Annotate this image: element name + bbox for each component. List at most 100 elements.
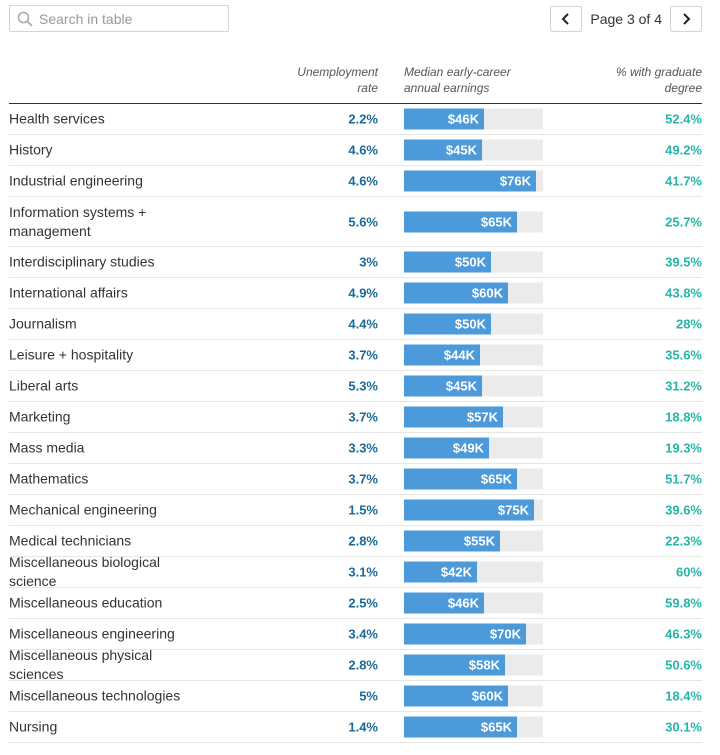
earnings-label: $46K: [447, 595, 479, 611]
earnings-bar-track: $57K: [404, 406, 543, 428]
table-row: Mathematics 3.7% $65K 51.7%: [9, 464, 702, 495]
earnings-bar-track: $75K: [404, 499, 543, 521]
table-row: Miscellaneous biological science 3.1% $42K…: [9, 554, 702, 589]
graduate-degree-percent: 22.3%: [665, 533, 702, 549]
unemployment-rate: 3.1%: [348, 564, 378, 580]
previous-page-button[interactable]: [550, 6, 583, 32]
unemployment-rate: 2.5%: [348, 595, 378, 611]
pagination: Page 3 of 4: [550, 6, 702, 32]
major-name: Mass media: [9, 439, 85, 456]
graduate-degree-percent: 46.3%: [665, 626, 702, 642]
earnings-bar-track: $76K: [404, 170, 543, 192]
earnings-bar-track: $65K: [404, 211, 543, 232]
graduate-degree-percent: 43.8%: [665, 285, 702, 301]
graduate-degree-percent: 28%: [675, 316, 702, 332]
column-header-unemployment[interactable]: Unemployment rate: [297, 65, 378, 95]
column-header-earnings[interactable]: Median early-career annual earnings: [404, 65, 511, 95]
graduate-degree-percent: 30.1%: [665, 719, 702, 735]
earnings-bar: $50K: [404, 251, 491, 273]
unemployment-rate: 4.6%: [348, 173, 378, 189]
table-row: Industrial engineering 4.6% $76K 41.7%: [9, 166, 702, 197]
major-name: Interdisciplinary studies: [9, 253, 155, 270]
graduate-degree-percent: 19.3%: [665, 440, 702, 456]
earnings-bar-track: $42K: [404, 561, 543, 583]
table-row: International affairs 4.9% $60K 43.8%: [9, 278, 702, 309]
table-body: Health services 2.2% $46K 52.4% History 4.6% $…: [9, 104, 702, 743]
search-input[interactable]: [39, 10, 209, 27]
graduate-degree-percent: 18.4%: [665, 688, 702, 704]
earnings-label: $42K: [440, 564, 472, 580]
earnings-label: $76K: [499, 173, 531, 189]
unemployment-rate: 4.4%: [348, 316, 378, 332]
earnings-bar-track: $46K: [404, 592, 543, 614]
unemployment-rate: 3%: [359, 254, 378, 270]
earnings-bar: $58K: [404, 654, 505, 676]
earnings-label: $75K: [497, 502, 529, 518]
earnings-bar: $75K: [404, 499, 534, 521]
earnings-label: $65K: [480, 719, 512, 735]
graduate-degree-percent: 59.8%: [665, 595, 702, 611]
table-row: History 4.6% $45K 49.2%: [9, 135, 702, 166]
earnings-bar: $55K: [404, 530, 500, 552]
unemployment-rate: 5.6%: [348, 214, 378, 229]
major-name: Miscellaneous physical sciences: [9, 647, 153, 682]
earnings-label: $50K: [454, 316, 486, 332]
earnings-bar: $44K: [404, 344, 480, 366]
major-name: History: [9, 141, 53, 158]
earnings-bar: $65K: [404, 716, 517, 738]
earnings-bar: $76K: [404, 170, 536, 192]
next-page-button[interactable]: [670, 6, 702, 32]
unemployment-rate: 4.6%: [348, 142, 378, 158]
earnings-label: $46K: [447, 111, 479, 127]
table-row: Mechanical engineering 1.5% $75K 39.6%: [9, 495, 702, 526]
earnings-label: $57K: [466, 409, 498, 425]
table-row: Medical technicians 2.8% $55K 22.3%: [9, 526, 702, 557]
table-row: Miscellaneous engineering 3.4% $70K 46.3%: [9, 619, 702, 650]
earnings-bar: $42K: [404, 561, 477, 583]
earnings-bar: $45K: [404, 139, 482, 161]
graduate-degree-percent: 31.2%: [665, 378, 702, 394]
earnings-label: $55K: [463, 533, 495, 549]
earnings-label: $49K: [452, 440, 484, 456]
major-name: Health services: [9, 110, 105, 127]
earnings-label: $44K: [443, 347, 475, 363]
earnings-bar: $50K: [404, 313, 491, 335]
major-name: Liberal arts: [9, 377, 79, 394]
earnings-bar-track: $60K: [404, 685, 543, 707]
table-row: Liberal arts 5.3% $45K 31.2%: [9, 371, 702, 402]
graduate-degree-percent: 39.5%: [665, 254, 702, 270]
earnings-bar: $70K: [404, 623, 526, 645]
earnings-bar: $60K: [404, 282, 508, 304]
earnings-label: $45K: [445, 142, 477, 158]
major-name: Mechanical engineering: [9, 501, 157, 518]
earnings-label: $60K: [471, 285, 503, 301]
table-row: Miscellaneous technologies 5% $60K 18.4%: [9, 681, 702, 712]
chevron-left-icon: [561, 13, 570, 25]
earnings-label: $58K: [468, 657, 500, 673]
earnings-bar: $60K: [404, 685, 508, 707]
unemployment-rate: 2.2%: [348, 111, 378, 127]
major-name: Marketing: [9, 408, 71, 425]
graduate-degree-percent: 18.8%: [665, 409, 702, 425]
unemployment-rate: 1.5%: [348, 502, 378, 518]
major-name: Leisure + hospitality: [9, 346, 134, 363]
table-row: Mass media 3.3% $49K 19.3%: [9, 433, 702, 464]
earnings-bar-track: $49K: [404, 437, 543, 459]
major-name: Miscellaneous education: [9, 594, 163, 611]
unemployment-rate: 3.7%: [348, 471, 378, 487]
column-header-graduate-degree[interactable]: % with graduate degree: [615, 65, 702, 95]
major-name: Journalism: [9, 315, 77, 332]
table-header: Unemployment rate Median early-career an…: [9, 62, 702, 104]
table-row: Nursing 1.4% $65K 30.1%: [9, 712, 702, 743]
chevron-right-icon: [683, 13, 691, 25]
table-row: Journalism 4.4% $50K 28%: [9, 309, 702, 340]
graduate-degree-percent: 49.2%: [665, 142, 702, 158]
earnings-label: $60K: [471, 688, 503, 704]
earnings-bar-track: $70K: [404, 623, 543, 645]
search-box[interactable]: [9, 5, 229, 32]
earnings-bar: $46K: [404, 592, 484, 614]
unemployment-rate: 2.8%: [348, 657, 378, 673]
unemployment-rate: 3.7%: [348, 409, 378, 425]
earnings-bar-track: $58K: [404, 654, 543, 676]
search-icon: [17, 11, 33, 26]
